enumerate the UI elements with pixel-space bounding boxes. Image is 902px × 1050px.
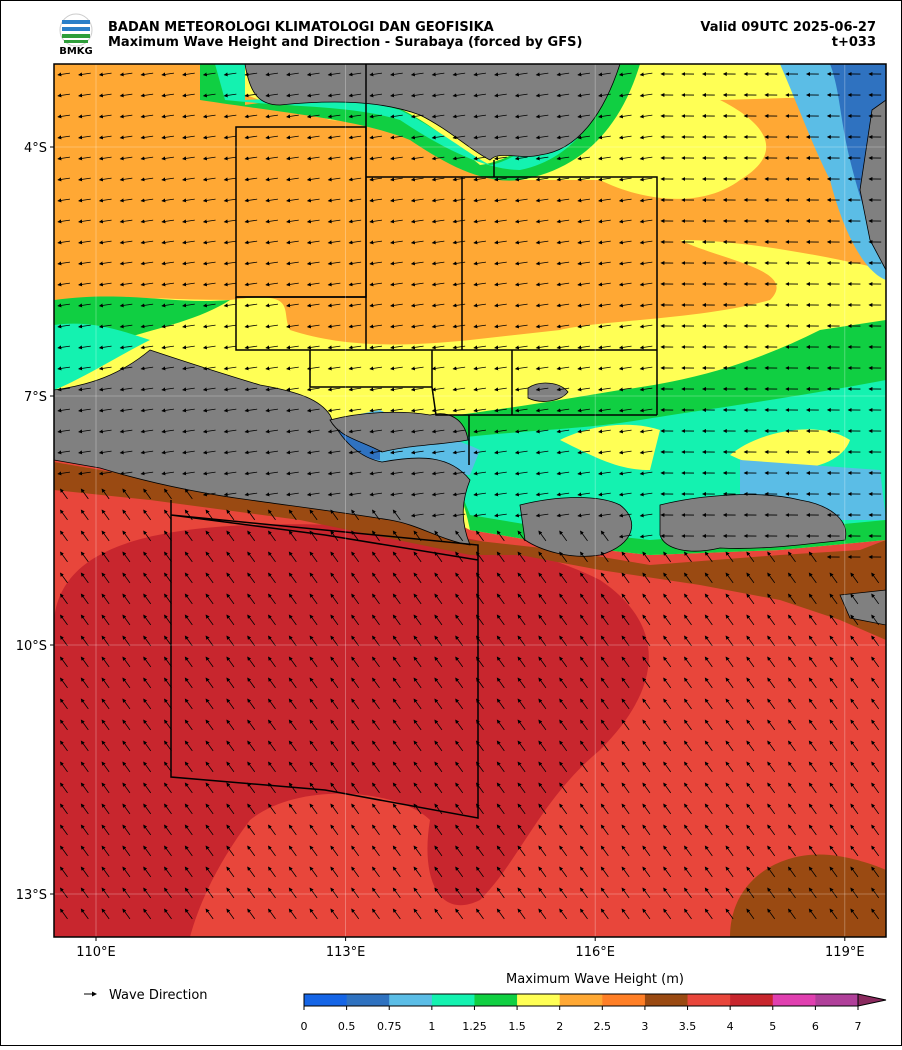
colorbar-segment [645, 994, 688, 1006]
lat-label: 13°S [16, 888, 47, 903]
lon-label: 116°E [575, 945, 615, 960]
logo: BMKG [59, 14, 93, 57]
lead-time: t+033 [832, 35, 876, 50]
colorbar-label: 4 [727, 1020, 734, 1033]
lon-label: 110°E [76, 945, 116, 960]
colorbar-label: 0 [301, 1020, 308, 1033]
agency: BADAN METEOROLOGI KLIMATOLOGI DAN GEOFIS… [108, 20, 494, 35]
legend-label: Wave Direction [109, 988, 208, 1003]
colorbar-segment [304, 994, 347, 1006]
title: Maximum Wave Height and Direction - Sura… [108, 35, 582, 50]
colorbar-label: 5 [769, 1020, 776, 1033]
colorbar-segment [347, 994, 390, 1006]
colorbar-segment [432, 994, 475, 1006]
colorbar-label: 0.5 [338, 1020, 356, 1033]
colorbar-label: 3.5 [679, 1020, 697, 1033]
colorbar-title: Maximum Wave Height (m) [506, 972, 684, 987]
colorbar-label: 6 [812, 1020, 819, 1033]
colorbar-segment [815, 994, 858, 1006]
lat-label: 4°S [24, 141, 47, 156]
map [54, 64, 886, 937]
colorbar-label: 7 [855, 1020, 862, 1033]
colorbar-label: 1 [428, 1020, 435, 1033]
colorbar-label: 2 [556, 1020, 563, 1033]
colorbar-label: 2.5 [594, 1020, 612, 1033]
colorbar-segment [517, 994, 560, 1006]
colorbar-label: 3 [641, 1020, 648, 1033]
colorbar-label: 0.75 [377, 1020, 402, 1033]
logo-text: BMKG [59, 46, 93, 57]
colorbar-label: 1.25 [462, 1020, 487, 1033]
lat-label: 10°S [16, 639, 47, 654]
colorbar-segment [730, 994, 773, 1006]
lon-label: 119°E [825, 945, 865, 960]
lat-label: 7°S [24, 390, 47, 405]
valid-time: Valid 09UTC 2025-06-27 [700, 20, 876, 35]
colorbar-segment [560, 994, 603, 1006]
colorbar-segment [773, 994, 816, 1006]
colorbar-segment [389, 994, 432, 1006]
colorbar-segment [474, 994, 517, 1006]
colorbar-label: 1.5 [508, 1020, 526, 1033]
colorbar-segment [602, 994, 645, 1006]
lon-label: 113°E [326, 945, 366, 960]
colorbar-segment [688, 994, 731, 1006]
